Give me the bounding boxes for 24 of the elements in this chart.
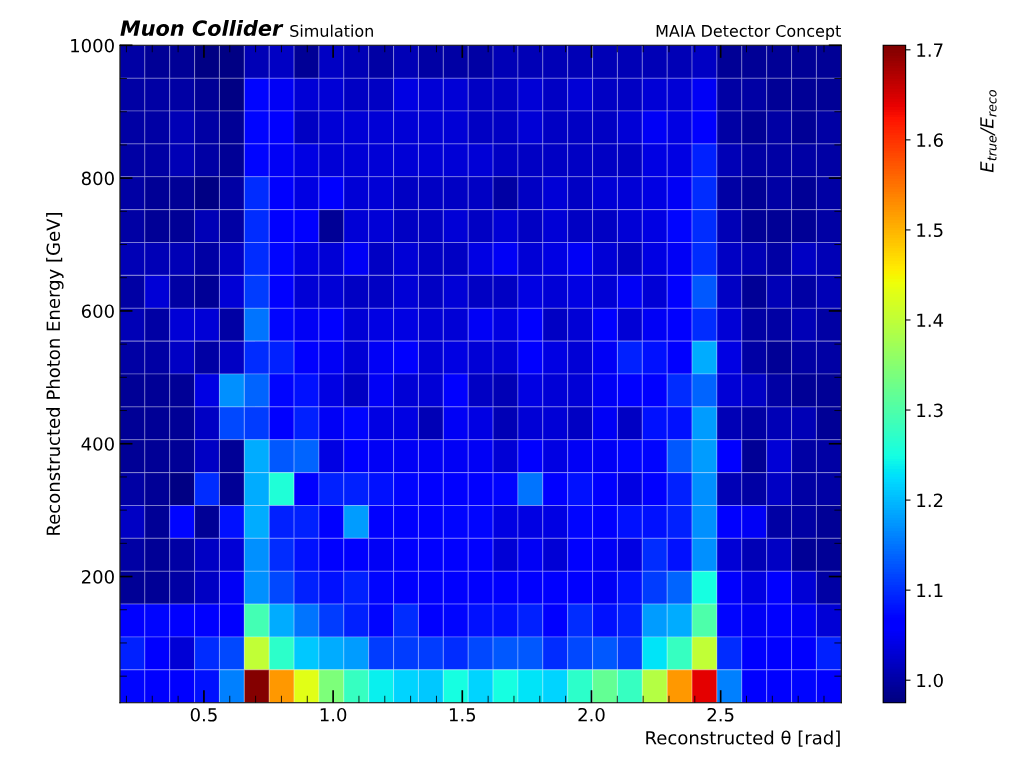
chart-title: Muon Collider [120, 19, 284, 37]
x-tick-label: 0.5 [190, 707, 217, 722]
color-bar-label: 1.4 [917, 313, 944, 327]
y-tick-label: 1000 [71, 38, 114, 53]
y-tick-label: 800 [81, 171, 114, 186]
y-tick-label: 400 [81, 437, 114, 451]
y-tick-label: 600 [81, 304, 114, 319]
color-bar-label: 1.2 [917, 493, 943, 507]
x-tick-label: 1.5 [449, 708, 476, 722]
color-bar-title: E$_{true}$/E$_{reco}$ [980, 90, 997, 173]
color-bar-label: 1.7 [917, 43, 943, 57]
x-tick-label: 2.0 [578, 707, 605, 722]
color-bar-label: 1.5 [917, 223, 943, 238]
x-tick-label: 1.0 [320, 707, 347, 722]
color-bar-label: 1.6 [917, 133, 943, 147]
y-axis-title: Reconstructed Photon Energy [GeV] [46, 213, 64, 535]
text: MAIA Detector Concept [656, 24, 841, 41]
x-axis-title: Reconstructed θ [rad] [646, 730, 840, 747]
chart-subtitle: Simulation [290, 24, 373, 37]
color-bar-label: 1.3 [917, 403, 943, 418]
x-tick-label: 2.5 [707, 707, 734, 722]
color-bar-label: 1.1 [917, 583, 943, 598]
color-bar-label: 1.0 [917, 673, 943, 688]
y-tick-label: 200 [81, 570, 114, 584]
